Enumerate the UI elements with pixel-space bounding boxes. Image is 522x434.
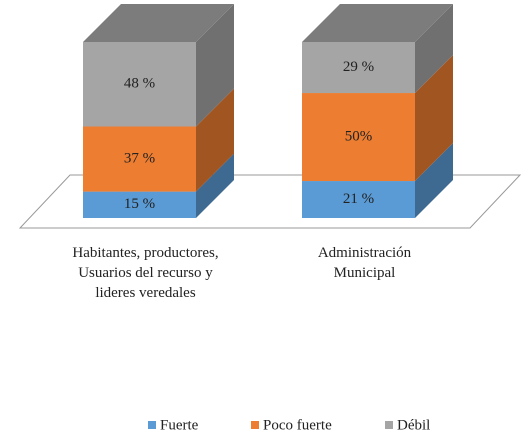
bar-side xyxy=(196,4,234,127)
data-label: 15 % xyxy=(124,196,155,212)
data-label: 21 % xyxy=(343,191,374,207)
bar-segment xyxy=(302,42,415,94)
bar-side xyxy=(196,153,234,218)
bar-top xyxy=(83,4,234,42)
bar-top xyxy=(302,4,453,42)
data-label: 37 % xyxy=(124,150,155,166)
bar-side xyxy=(196,88,234,192)
legend-marker xyxy=(148,421,156,429)
legend-label: Fuerte xyxy=(160,417,199,433)
legend-label: Débil xyxy=(397,417,430,433)
bar-side xyxy=(415,4,453,94)
bar-segment xyxy=(83,42,196,127)
x-tick-label: Habitantes, productores, Usuarios del re… xyxy=(72,245,219,301)
legend-marker xyxy=(385,421,393,429)
bar-segment xyxy=(83,126,196,192)
data-label: 48 % xyxy=(124,76,155,92)
legend-label: Poco fuerte xyxy=(263,417,332,433)
legend-marker xyxy=(251,421,259,429)
bar-segment xyxy=(83,191,196,218)
floor xyxy=(18,174,522,229)
data-label: 50% xyxy=(345,128,373,144)
bar-side xyxy=(415,55,453,182)
bar-segment xyxy=(302,93,415,182)
x-tick-label: Administración Municipal xyxy=(317,245,412,281)
bar-side xyxy=(415,143,453,218)
data-label: 29 % xyxy=(343,59,374,75)
bar-segment xyxy=(302,181,415,218)
